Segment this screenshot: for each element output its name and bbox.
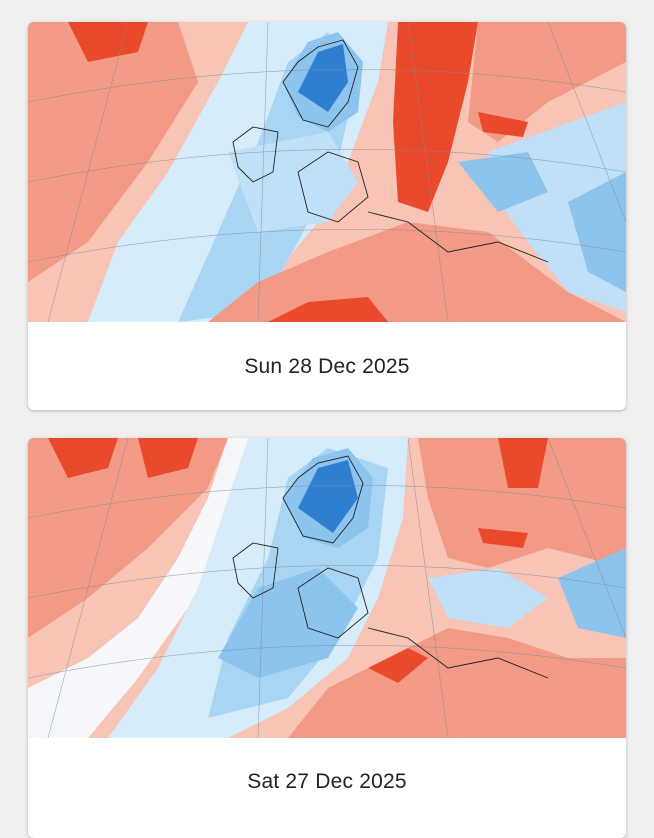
forecast-card[interactable]: Sat 27 Dec 2025 — [28, 438, 626, 838]
forecast-card[interactable]: Sun 28 Dec 2025 — [28, 22, 626, 410]
temperature-anomaly-map[interactable] — [28, 22, 626, 322]
temperature-anomaly-map[interactable] — [28, 438, 626, 738]
forecast-date: Sun 28 Dec 2025 — [244, 355, 410, 378]
forecast-feed: Sun 28 Dec 2025 — [28, 22, 626, 838]
forecast-date: Sat 27 Dec 2025 — [247, 770, 407, 793]
